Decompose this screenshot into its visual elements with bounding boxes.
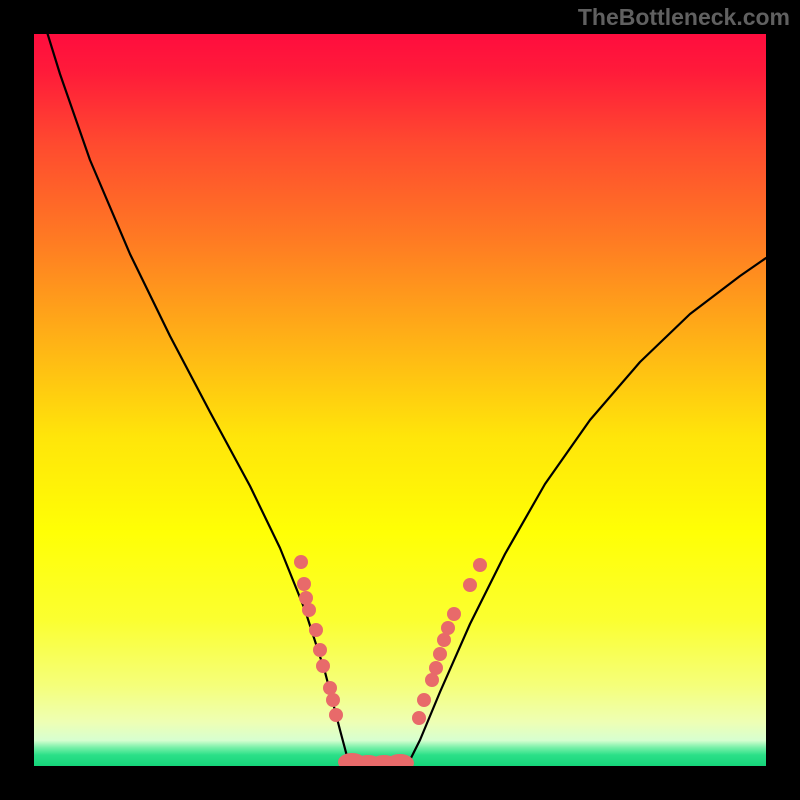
marker-dot bbox=[299, 591, 313, 605]
marker-dot bbox=[412, 711, 426, 725]
marker-dot bbox=[302, 603, 316, 617]
marker-dot bbox=[326, 693, 340, 707]
watermark-text: TheBottleneck.com bbox=[578, 4, 790, 31]
marker-dot bbox=[425, 673, 439, 687]
marker-dot bbox=[309, 623, 323, 637]
marker-dot bbox=[463, 578, 477, 592]
marker-dot bbox=[297, 577, 311, 591]
marker-dot bbox=[316, 659, 330, 673]
marker-dot bbox=[447, 607, 461, 621]
marker-dot bbox=[294, 555, 308, 569]
marker-dot bbox=[417, 693, 431, 707]
marker-dot bbox=[329, 708, 343, 722]
marker-dot bbox=[313, 643, 327, 657]
marker-dot bbox=[323, 681, 337, 695]
marker-dot bbox=[441, 621, 455, 635]
gradient-plot-area bbox=[34, 34, 766, 766]
bottleneck-chart bbox=[0, 0, 800, 800]
marker-dot bbox=[429, 661, 443, 675]
marker-dot bbox=[433, 647, 447, 661]
marker-dot bbox=[473, 558, 487, 572]
marker-dot bbox=[437, 633, 451, 647]
